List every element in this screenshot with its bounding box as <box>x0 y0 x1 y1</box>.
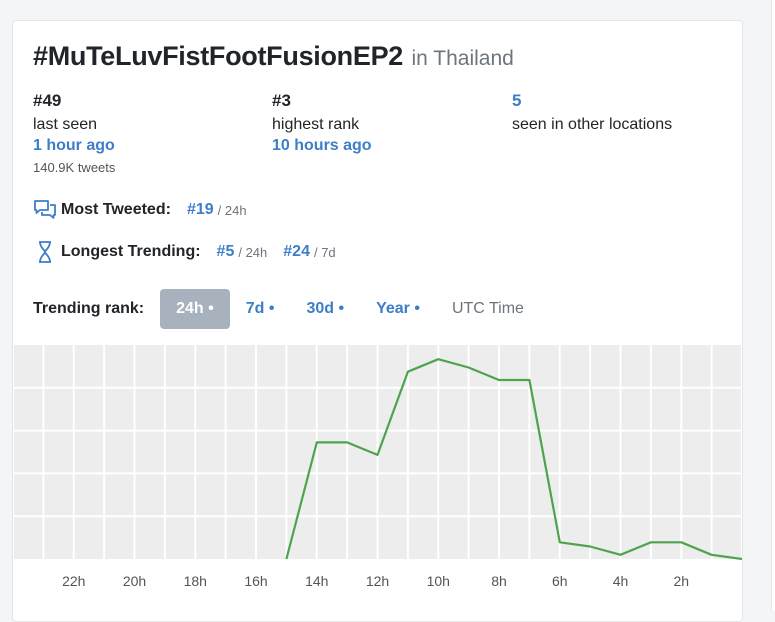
trending-rank-chart: 22h 20h 18h 16h 14h 12h 10h 8h 6h 4h 2h <box>13 345 742 621</box>
chart-x-tick-label: 16h <box>244 573 267 589</box>
longest-trending-7d-rank[interactable]: #24 <box>283 243 310 261</box>
title-row: #MuTeLuvFistFootFusionEP2 in Thailand <box>33 41 514 72</box>
tweet-count: 140.9K tweets <box>33 158 115 178</box>
most-tweeted-period: / 24h <box>218 203 247 218</box>
chart-svg: 22h 20h 18h 16h 14h 12h 10h 8h 6h 4h 2h <box>13 345 742 621</box>
highest-rank-value: #3 <box>272 91 372 111</box>
chart-x-tick-label: 18h <box>184 573 207 589</box>
stat-last-seen: #49 last seen 1 hour ago 140.9K tweets <box>33 91 115 178</box>
side-panel-edge <box>771 0 775 610</box>
trending-rank-label: Trending rank: <box>33 300 144 318</box>
longest-trending-24h-period: / 24h <box>238 245 267 260</box>
last-seen-time[interactable]: 1 hour ago <box>33 136 115 156</box>
chat-bubbles-icon <box>33 198 57 222</box>
chart-x-tick-label: 4h <box>613 573 629 589</box>
trend-card: #MuTeLuvFistFootFusionEP2 in Thailand #4… <box>12 20 743 622</box>
chart-x-tick-label: 12h <box>366 573 389 589</box>
other-locations-label: seen in other locations <box>512 114 672 136</box>
chart-x-tick-label: 10h <box>427 573 450 589</box>
chart-x-tick-label: 20h <box>123 573 146 589</box>
most-tweeted-label: Most Tweeted: <box>61 201 171 219</box>
longest-trending-24h-rank[interactable]: #5 <box>217 243 235 261</box>
longest-trending-7d-period: / 7d <box>314 245 336 260</box>
most-tweeted-row: Most Tweeted: #19 / 24h <box>33 198 263 222</box>
stat-highest-rank: #3 highest rank 10 hours ago <box>272 91 372 156</box>
chart-x-tick-label: 8h <box>491 573 507 589</box>
hashtag-title[interactable]: #MuTeLuvFistFootFusionEP2 <box>33 41 403 71</box>
stat-other-locations: 5 seen in other locations <box>512 91 672 136</box>
longest-trending-row: Longest Trending: #5 / 24h #24 / 7d <box>33 240 352 264</box>
tab-30d[interactable]: 30d • <box>290 289 360 329</box>
other-locations-count[interactable]: 5 <box>512 91 672 111</box>
most-tweeted-rank[interactable]: #19 <box>187 201 214 219</box>
tab-7d[interactable]: 7d • <box>230 289 291 329</box>
trending-rank-row: Trending rank: 24h • 7d • 30d • Year • U… <box>33 289 540 329</box>
location-label: in Thailand <box>411 47 513 70</box>
highest-rank-label: highest rank <box>272 114 372 136</box>
chart-x-tick-label: 22h <box>62 573 85 589</box>
highest-rank-time[interactable]: 10 hours ago <box>272 136 372 156</box>
chart-x-tick-label: 6h <box>552 573 568 589</box>
hourglass-icon <box>33 240 57 264</box>
chart-x-tick-label: 2h <box>673 573 689 589</box>
tab-year[interactable]: Year • <box>360 289 436 329</box>
last-seen-label: last seen <box>33 114 115 136</box>
last-seen-rank: #49 <box>33 91 115 111</box>
tab-24h[interactable]: 24h • <box>160 289 230 329</box>
chart-x-tick-label: 14h <box>305 573 328 589</box>
utc-time-toggle[interactable]: UTC Time <box>436 289 540 329</box>
longest-trending-label: Longest Trending: <box>61 243 201 261</box>
